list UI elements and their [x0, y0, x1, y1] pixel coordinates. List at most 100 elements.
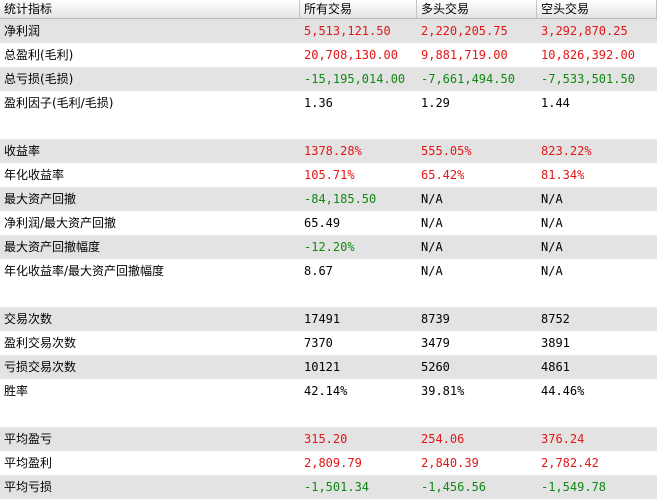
value-short-trades: -7,533,501.50	[541, 72, 635, 86]
table-spacer-row	[0, 403, 657, 427]
table-row: 平均盈亏 315.20 254.06 376.24	[0, 427, 657, 451]
value-long-trades: 555.05%	[421, 144, 472, 158]
metric-label: 最大资产回撤幅度	[4, 240, 101, 254]
table-row: 盈利因子(毛利/毛损) 1.36 1.29 1.44	[0, 91, 657, 115]
metric-label	[0, 115, 300, 139]
table-spacer-row	[0, 115, 657, 139]
value-short-trades: N/A	[541, 216, 563, 230]
metric-label: 平均盈亏	[4, 432, 53, 446]
value-short-trades: 8752	[541, 312, 570, 326]
value-all-trades: 42.14%	[304, 384, 348, 398]
value-short-trades: 44.46%	[541, 384, 585, 398]
value-long-trades: 39.81%	[421, 384, 465, 398]
table-row: 总亏损(毛损) -15,195,014.00 -7,661,494.50 -7,533…	[0, 67, 657, 91]
table-row: 年化收益率/最大资产回撤幅度 8.67 N/A N/A	[0, 259, 657, 283]
value-all-trades: 8.67	[304, 264, 333, 278]
metric-label: 盈利交易次数	[4, 336, 77, 350]
metric-label: 总盈利(毛利)	[4, 48, 74, 62]
table-header: 统计指标 所有交易 多头交易 空头交易	[0, 0, 657, 19]
value-short-trades: 376.24	[541, 432, 585, 446]
metric-label: 收益率	[4, 144, 41, 158]
value-all-trades: -84,185.50	[304, 192, 377, 206]
value-short-trades: 2,782.42	[541, 456, 599, 470]
value-long-trades: 8739	[421, 312, 450, 326]
value-long-trades: 2,220,205.75	[421, 24, 508, 38]
value-short-trades: -1,549.78	[541, 480, 607, 494]
column-header-long-trades[interactable]: 多头交易	[417, 0, 537, 18]
value-all-trades: 105.71%	[304, 168, 355, 182]
value-long-trades: N/A	[421, 216, 443, 230]
table-row: 最大资产回撤幅度 -12.20% N/A N/A	[0, 235, 657, 259]
value-short-trades	[537, 403, 657, 427]
value-short-trades: N/A	[541, 240, 563, 254]
value-long-trades	[417, 403, 537, 427]
table-row: 年化收益率 105.71% 65.42% 81.34%	[0, 163, 657, 187]
value-all-trades	[300, 115, 417, 139]
value-short-trades: 3891	[541, 336, 570, 350]
value-all-trades: -12.20%	[304, 240, 355, 254]
table-row: 收益率 1378.28% 555.05% 823.22%	[0, 139, 657, 163]
table-row: 胜率 42.14% 39.81% 44.46%	[0, 379, 657, 403]
metric-label: 年化收益率/最大资产回撤幅度	[4, 264, 165, 278]
value-all-trades: 2,809.79	[304, 456, 362, 470]
value-short-trades: 1.44	[541, 96, 570, 110]
value-short-trades: 823.22%	[541, 144, 592, 158]
value-all-trades	[300, 283, 417, 307]
metric-label: 亏损交易次数	[4, 360, 77, 374]
value-all-trades: 7370	[304, 336, 333, 350]
value-short-trades: 4861	[541, 360, 570, 374]
column-header-all-trades[interactable]: 所有交易	[300, 0, 417, 18]
metric-label: 盈利因子(毛利/毛损)	[4, 96, 114, 110]
metric-label: 胜率	[4, 384, 29, 398]
column-header-metric[interactable]: 统计指标	[0, 0, 300, 18]
table-row: 净利润 5,513,121.50 2,220,205.75 3,292,870.25	[0, 19, 657, 43]
metric-label: 交易次数	[4, 312, 53, 326]
table-spacer-row	[0, 283, 657, 307]
value-short-trades: N/A	[541, 192, 563, 206]
metric-label: 总亏损(毛损)	[4, 72, 74, 86]
value-long-trades: N/A	[421, 192, 443, 206]
metric-label	[0, 403, 300, 427]
metric-label: 年化收益率	[4, 168, 65, 182]
table-row: 平均亏损 -1,501.34 -1,456.56 -1,549.78	[0, 475, 657, 499]
value-long-trades: 1.29	[421, 96, 450, 110]
value-long-trades: 254.06	[421, 432, 465, 446]
value-short-trades	[537, 115, 657, 139]
value-long-trades: 2,840.39	[421, 456, 479, 470]
value-all-trades: 1.36	[304, 96, 333, 110]
metric-label	[0, 283, 300, 307]
value-long-trades	[417, 115, 537, 139]
metric-label: 平均亏损	[4, 480, 53, 494]
value-short-trades: 81.34%	[541, 168, 585, 182]
table-row: 盈利交易次数 7370 3479 3891	[0, 331, 657, 355]
metric-label: 平均盈利	[4, 456, 53, 470]
value-short-trades: N/A	[541, 264, 563, 278]
table-row: 总盈利(毛利) 20,708,130.00 9,881,719.00 10,826,3…	[0, 43, 657, 67]
value-all-trades: 10121	[304, 360, 341, 374]
table-row: 最大资产回撤 -84,185.50 N/A N/A	[0, 187, 657, 211]
metric-label: 净利润	[4, 24, 41, 38]
value-long-trades: N/A	[421, 264, 443, 278]
value-all-trades: 5,513,121.50	[304, 24, 391, 38]
value-long-trades	[417, 283, 537, 307]
table-row: 亏损交易次数 10121 5260 4861	[0, 355, 657, 379]
metric-label: 最大资产回撤	[4, 192, 77, 206]
metric-label: 净利润/最大资产回撤	[4, 216, 117, 230]
value-all-trades: -1,501.34	[304, 480, 370, 494]
column-header-short-trades[interactable]: 空头交易	[537, 0, 657, 18]
value-long-trades: 5260	[421, 360, 450, 374]
table-row: 净利润/最大资产回撤 65.49 N/A N/A	[0, 211, 657, 235]
value-all-trades	[300, 403, 417, 427]
value-long-trades: N/A	[421, 240, 443, 254]
value-all-trades: -15,195,014.00	[304, 72, 406, 86]
value-long-trades: 65.42%	[421, 168, 465, 182]
value-all-trades: 20,708,130.00	[304, 48, 398, 62]
value-all-trades: 315.20	[304, 432, 348, 446]
value-short-trades: 10,826,392.00	[541, 48, 635, 62]
value-all-trades: 1378.28%	[304, 144, 362, 158]
value-short-trades: 3,292,870.25	[541, 24, 628, 38]
table-row: 平均盈利 2,809.79 2,840.39 2,782.42	[0, 451, 657, 475]
value-all-trades: 17491	[304, 312, 341, 326]
value-all-trades: 65.49	[304, 216, 341, 230]
